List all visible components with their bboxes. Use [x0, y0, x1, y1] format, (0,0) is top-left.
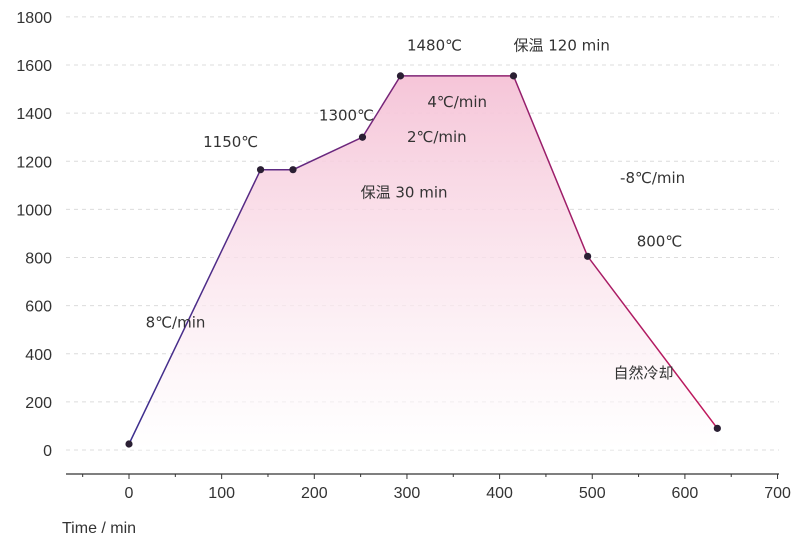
annotation-r1: 8℃/min [146, 313, 206, 331]
y-tick-label-400: 400 [25, 347, 52, 364]
y-tick-label-800: 800 [25, 251, 52, 268]
annotations: 8℃/min 1150℃ 保温 30 min 1300℃ 2℃/min 1480℃ 4℃/m… [146, 37, 686, 382]
annotation-t4: 800℃ [637, 233, 682, 251]
data-point-0 [125, 440, 133, 448]
x-tick-label-400: 400 [486, 485, 513, 502]
annotation-t2: 1300℃ [319, 106, 374, 124]
x-tick-label-0: 0 [125, 485, 134, 502]
annotation-r3: 4℃/min [427, 93, 487, 111]
x-tick-label-500: 500 [579, 485, 606, 502]
data-point-5 [509, 72, 518, 80]
y-tick-label-1800: 1800 [16, 10, 52, 27]
x-tick-label-600: 600 [672, 485, 699, 502]
data-point-6 [584, 252, 592, 260]
y-tick-label-0: 0 [43, 443, 52, 460]
y-tick-label-1200: 1200 [16, 154, 52, 171]
series-line [128, 75, 718, 445]
area-fill-shape [129, 75, 718, 451]
x-axis-label: Time / min [62, 520, 136, 537]
y-tick-label-1600: 1600 [16, 58, 52, 75]
data-point-3 [358, 133, 367, 141]
x-axis [66, 473, 779, 479]
annotation-r4: -8℃/min [620, 169, 685, 187]
tick-labels: 0 200 400 600 800 1000 1200 1400 1600 1800 0 100 200… [16, 10, 791, 502]
y-tick-label-1400: 1400 [16, 106, 52, 123]
data-point-2 [289, 166, 297, 174]
x-tick-label-200: 200 [301, 485, 328, 502]
annotation-t3: 1480℃ [407, 37, 462, 55]
series-polyline [128, 75, 718, 445]
y-tick-label-1000: 1000 [16, 202, 52, 219]
area-fill [129, 75, 718, 451]
annotation-h2: 保温 120 min [513, 37, 609, 55]
x-tick-label-700: 700 [764, 485, 791, 502]
data-points [125, 72, 721, 448]
annotation-c1: 自然冷却 [614, 364, 674, 382]
x-tick-label-100: 100 [208, 485, 235, 502]
y-tick-label-200: 200 [25, 395, 52, 412]
data-point-7 [713, 424, 721, 432]
annotation-h1: 保温 30 min [361, 183, 448, 201]
data-point-4 [396, 72, 405, 80]
data-point-1 [256, 166, 265, 174]
y-tick-label-600: 600 [25, 299, 52, 316]
annotation-r2: 2℃/min [407, 128, 467, 146]
x-tick-label-300: 300 [394, 485, 421, 502]
annotation-t1: 1150℃ [203, 133, 258, 151]
